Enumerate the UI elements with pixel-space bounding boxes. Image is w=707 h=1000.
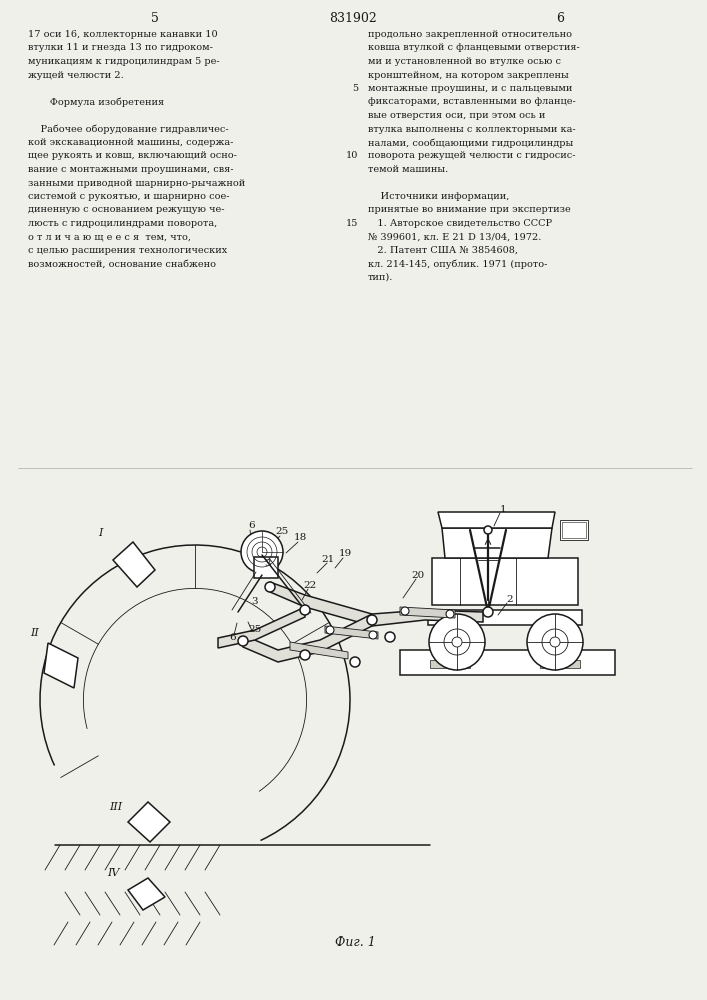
Polygon shape xyxy=(325,626,378,639)
Text: с целью расширения технологических: с целью расширения технологических xyxy=(28,246,227,255)
Circle shape xyxy=(385,632,395,642)
Text: Формула изобретения: Формула изобретения xyxy=(28,98,164,107)
Circle shape xyxy=(369,631,377,639)
Text: I: I xyxy=(98,528,103,538)
Circle shape xyxy=(300,650,310,660)
Text: Фиг. 1: Фиг. 1 xyxy=(334,936,375,948)
Text: 20: 20 xyxy=(411,570,425,580)
Text: Рабочее оборудование гидравличес-: Рабочее оборудование гидравличес- xyxy=(28,124,228,134)
Circle shape xyxy=(350,657,360,667)
Text: 18: 18 xyxy=(293,534,307,542)
Circle shape xyxy=(300,605,310,615)
Polygon shape xyxy=(428,610,582,625)
Polygon shape xyxy=(254,557,278,578)
Text: 5: 5 xyxy=(352,84,358,93)
Text: щее рукоять и ковш, включающий осно-: щее рукоять и ковш, включающий осно- xyxy=(28,151,237,160)
Text: 3: 3 xyxy=(252,597,258,606)
Text: принятые во внимание при экспертизе: принятые во внимание при экспертизе xyxy=(368,206,571,215)
Text: о т л и ч а ю щ е е с я  тем, что,: о т л и ч а ю щ е е с я тем, что, xyxy=(28,232,191,241)
Text: кой экскавационной машины, содержа-: кой экскавационной машины, содержа- xyxy=(28,138,233,147)
Text: 21: 21 xyxy=(322,554,334,564)
Circle shape xyxy=(429,614,485,670)
Text: II: II xyxy=(30,628,40,638)
Text: № 399601, кл. Е 21 D 13/04, 1972.: № 399601, кл. Е 21 D 13/04, 1972. xyxy=(368,232,542,241)
Text: IV: IV xyxy=(107,868,120,878)
Text: 6: 6 xyxy=(556,12,564,25)
Text: кронштейном, на котором закреплены: кронштейном, на котором закреплены xyxy=(368,70,568,80)
Text: вые отверстия оси, при этом ось и: вые отверстия оси, при этом ось и xyxy=(368,111,545,120)
Text: 17 оси 16, коллекторные канавки 10: 17 оси 16, коллекторные канавки 10 xyxy=(28,30,218,39)
Text: 6: 6 xyxy=(249,522,255,530)
Polygon shape xyxy=(290,642,348,659)
Text: темой машины.: темой машины. xyxy=(368,165,448,174)
Text: втулки 11 и гнезда 13 по гидроком-: втулки 11 и гнезда 13 по гидроком- xyxy=(28,43,213,52)
Polygon shape xyxy=(540,660,580,668)
Circle shape xyxy=(401,607,409,615)
Text: III: III xyxy=(109,802,122,812)
Circle shape xyxy=(452,637,462,647)
Circle shape xyxy=(527,614,583,670)
Polygon shape xyxy=(442,528,552,558)
Circle shape xyxy=(484,526,492,534)
Text: вание с монтажными проушинами, свя-: вание с монтажными проушинами, свя- xyxy=(28,165,233,174)
Text: Источники информации,: Источники информации, xyxy=(368,192,509,201)
Text: втулка выполнены с коллекторными ка-: втулка выполнены с коллекторными ка- xyxy=(368,124,575,133)
Polygon shape xyxy=(400,607,455,618)
Text: люсть с гидроцилиндрами поворота,: люсть с гидроцилиндрами поворота, xyxy=(28,219,217,228)
Text: 3: 3 xyxy=(264,558,271,568)
Text: 10: 10 xyxy=(346,151,358,160)
Circle shape xyxy=(241,531,283,573)
Text: 5: 5 xyxy=(151,12,159,25)
Text: диненную с основанием режущую че-: диненную с основанием режущую че- xyxy=(28,206,225,215)
Text: налами, сообщающими гидроцилиндры: налами, сообщающими гидроцилиндры xyxy=(368,138,573,147)
Text: занными приводной шарнирно-рычажной: занными приводной шарнирно-рычажной xyxy=(28,178,245,188)
Polygon shape xyxy=(128,802,170,842)
Circle shape xyxy=(265,582,275,592)
Polygon shape xyxy=(113,542,155,587)
Polygon shape xyxy=(243,614,372,662)
Polygon shape xyxy=(438,512,555,528)
Text: кл. 214-145, опублик. 1971 (прото-: кл. 214-145, опублик. 1971 (прото- xyxy=(368,259,547,269)
Text: поворота режущей челюсти с гидросис-: поворота режущей челюсти с гидросис- xyxy=(368,151,575,160)
Text: возможностей, основание снабжено: возможностей, основание снабжено xyxy=(28,259,216,268)
Polygon shape xyxy=(415,655,602,668)
Circle shape xyxy=(446,610,454,618)
Circle shape xyxy=(367,615,377,625)
Polygon shape xyxy=(560,520,588,540)
Polygon shape xyxy=(430,660,470,668)
Text: жущей челюсти 2.: жущей челюсти 2. xyxy=(28,70,124,80)
Circle shape xyxy=(550,637,560,647)
Text: 25: 25 xyxy=(275,528,288,536)
Text: 19: 19 xyxy=(339,550,351,558)
Text: муникациям к гидроцилиндрам 5 ре-: муникациям к гидроцилиндрам 5 ре- xyxy=(28,57,220,66)
Text: ковша втулкой с фланцевыми отверстия-: ковша втулкой с фланцевыми отверстия- xyxy=(368,43,580,52)
Polygon shape xyxy=(218,607,305,648)
Text: системой с рукоятью, и шарнирно сое-: системой с рукоятью, и шарнирно сое- xyxy=(28,192,230,201)
Text: продольно закрепленной относительно: продольно закрепленной относительно xyxy=(368,30,572,39)
Text: ми и установленной во втулке осью с: ми и установленной во втулке осью с xyxy=(368,57,561,66)
Polygon shape xyxy=(128,878,165,910)
Polygon shape xyxy=(562,522,586,538)
Text: 22: 22 xyxy=(303,582,317,590)
Circle shape xyxy=(326,626,334,634)
Circle shape xyxy=(483,607,493,617)
Text: тип).: тип). xyxy=(368,273,393,282)
Text: 2: 2 xyxy=(507,595,513,604)
Polygon shape xyxy=(44,643,78,688)
Text: 1: 1 xyxy=(500,506,506,514)
Text: 2. Патент США № 3854608,: 2. Патент США № 3854608, xyxy=(368,246,518,255)
Polygon shape xyxy=(270,582,483,626)
Text: 25: 25 xyxy=(248,626,262,635)
Polygon shape xyxy=(432,558,578,605)
Polygon shape xyxy=(400,650,615,675)
Text: 1. Авторское свидетельство СССР: 1. Авторское свидетельство СССР xyxy=(368,219,552,228)
Text: 6: 6 xyxy=(230,634,236,643)
Text: фиксаторами, вставленными во фланце-: фиксаторами, вставленными во фланце- xyxy=(368,98,575,106)
Text: монтажные проушины, и с пальцевыми: монтажные проушины, и с пальцевыми xyxy=(368,84,573,93)
Text: 15: 15 xyxy=(346,219,358,228)
Circle shape xyxy=(238,636,248,646)
Text: 831902: 831902 xyxy=(329,12,377,25)
